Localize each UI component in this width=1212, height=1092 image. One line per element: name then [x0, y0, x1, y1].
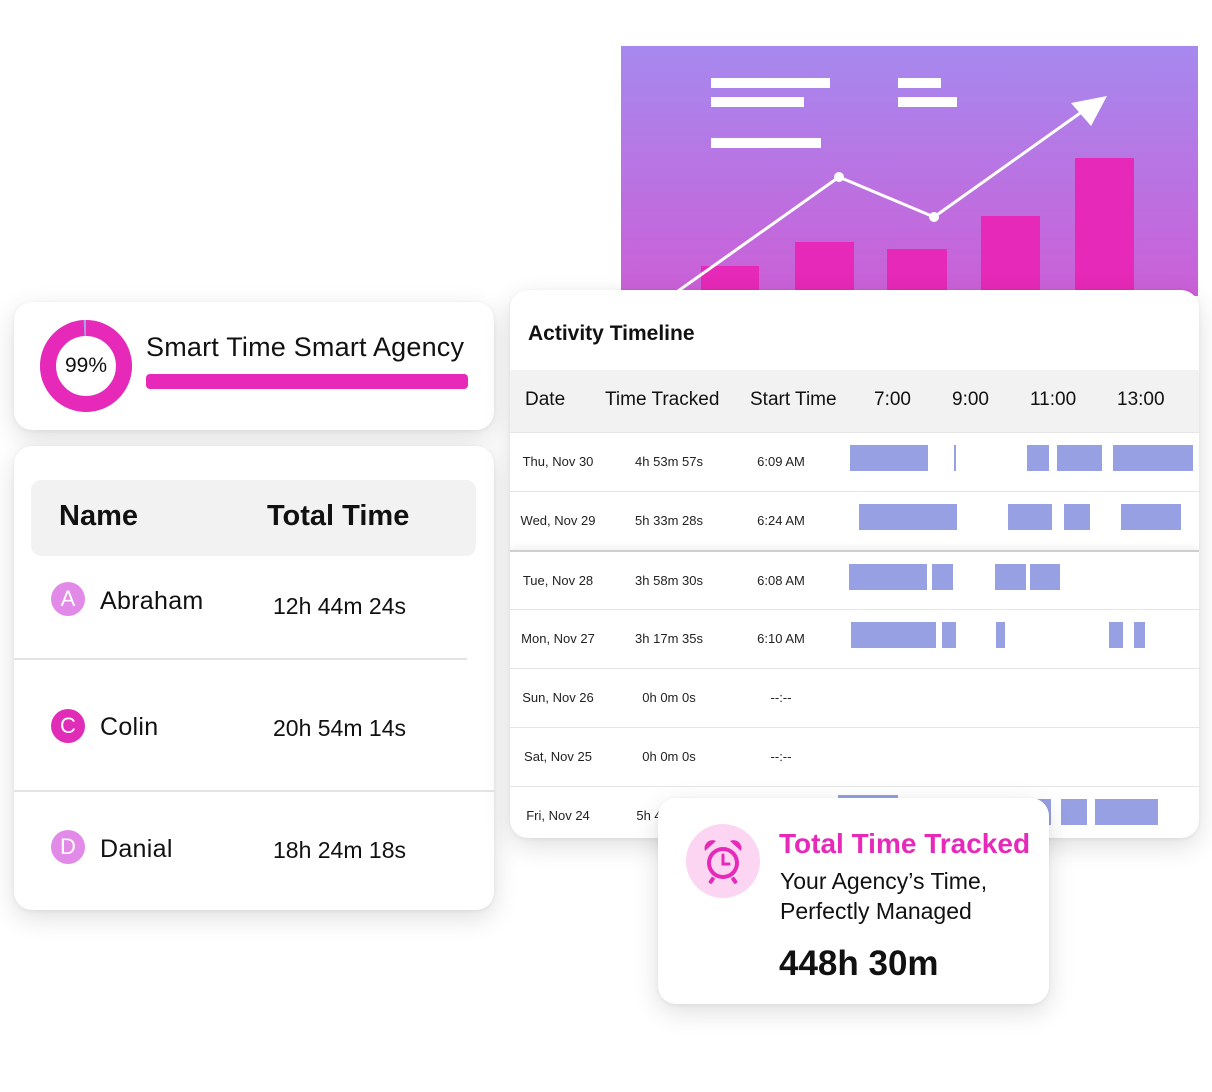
row-start-time: --:--	[770, 749, 792, 764]
activity-segment	[1095, 799, 1158, 825]
hero-bar	[981, 216, 1040, 296]
row-date: Sat, Nov 25	[524, 749, 592, 764]
total-time-column-header: Total Time	[267, 500, 410, 532]
progress-percent: 99%	[64, 354, 108, 377]
team-time-card: Name Total Time A Abraham 12h 44m 24s C …	[14, 446, 494, 910]
row-start-time: 6:09 AM	[757, 454, 805, 469]
activity-segment	[851, 622, 936, 648]
activity-segment	[838, 795, 898, 799]
start-time-column-header: Start Time	[750, 389, 837, 410]
row-divider	[14, 658, 467, 660]
row-time-tracked: 3h 58m 30s	[635, 573, 703, 588]
activity-segment	[1061, 799, 1087, 825]
date-column-header: Date	[525, 389, 566, 410]
row-start-time: --:--	[770, 690, 792, 705]
timeline-title: Activity Timeline	[528, 322, 695, 345]
row-start-time: 6:10 AM	[757, 631, 805, 646]
hour-label: 11:00	[1030, 389, 1077, 410]
row-time-tracked: 3h 17m 35s	[635, 631, 703, 646]
activity-timeline-card: Activity Timeline Date Time Tracked Star…	[510, 290, 1199, 838]
alarm-clock-icon	[686, 824, 760, 898]
row-date: Sun, Nov 26	[522, 690, 594, 705]
agency-title: Smart Time Smart Agency	[146, 332, 465, 362]
total-time-tagline: Perfectly Managed	[780, 898, 972, 924]
timeline-row[interactable]: Sat, Nov 25 0h 0m 0s --:--	[510, 727, 1199, 786]
member-name: Colin	[100, 713, 159, 741]
hour-label: 13:00	[1117, 389, 1165, 410]
total-time-heading: Total Time Tracked	[779, 828, 1031, 859]
activity-segment	[1008, 504, 1052, 530]
activity-segment	[1057, 445, 1102, 471]
row-time-tracked: 0h 0m 0s	[642, 749, 696, 764]
activity-segment	[954, 445, 956, 471]
hour-label: 9:00	[952, 389, 989, 410]
hero-text-line	[711, 78, 830, 88]
avatar: D	[51, 830, 85, 864]
timeline-row[interactable]: Thu, Nov 30 4h 53m 57s 6:09 AM	[510, 432, 1199, 491]
row-date: Mon, Nov 27	[521, 631, 595, 646]
timeline-header: Date Time Tracked Start Time 7:00 9:00 1…	[510, 370, 1199, 432]
row-time-tracked: 0h 0m 0s	[642, 690, 696, 705]
member-name: Danial	[100, 835, 173, 863]
timeline-row[interactable]: Wed, Nov 29 5h 33m 28s 6:24 AM	[510, 491, 1199, 550]
row-date: Wed, Nov 29	[520, 513, 596, 528]
agency-summary-card: 99% Smart Time Smart Agency	[14, 302, 494, 430]
name-column-header: Name	[59, 500, 138, 532]
agency-progress-bar	[146, 374, 468, 389]
team-table-header: Name Total Time	[31, 480, 476, 556]
timeline-row[interactable]: Mon, Nov 27 3h 17m 35s 6:10 AM	[510, 609, 1199, 668]
activity-segment	[995, 564, 1026, 590]
activity-segment	[859, 504, 957, 530]
timeline-row[interactable]: Sun, Nov 26 0h 0m 0s --:--	[510, 668, 1199, 727]
hero-text-line	[898, 97, 957, 107]
arrow-head-icon	[1071, 96, 1107, 126]
hero-text-line	[898, 78, 941, 88]
activity-segment	[932, 564, 953, 590]
hero-bar	[1075, 158, 1134, 296]
total-time-value: 448h 30m	[779, 944, 939, 983]
activity-segment	[1030, 564, 1060, 590]
hero-chart-illustration	[621, 46, 1198, 296]
avatar: C	[51, 709, 85, 743]
hero-text-line	[711, 97, 804, 107]
hero-trend-line	[670, 109, 1084, 296]
activity-segment	[942, 622, 956, 648]
activity-segment	[996, 622, 1005, 648]
activity-segment	[849, 564, 927, 590]
activity-segment	[1027, 445, 1049, 471]
row-time-tracked: 5h 33m 28s	[635, 513, 703, 528]
member-total-time: 18h 24m 18s	[273, 837, 406, 863]
total-time-tagline: Your Agency’s Time,	[780, 868, 988, 894]
total-time-card: Total Time Tracked Your Agency’s Time, P…	[658, 798, 1049, 1004]
activity-segment	[850, 445, 928, 471]
activity-segment	[1109, 622, 1123, 648]
progress-ring	[40, 320, 132, 412]
row-start-time: 6:08 AM	[757, 573, 805, 588]
team-row[interactable]: A Abraham 12h 44m 24s	[14, 558, 494, 690]
team-row[interactable]: D Danial 18h 24m 18s	[14, 792, 494, 924]
row-date: Tue, Nov 28	[522, 573, 594, 588]
activity-segment	[1064, 504, 1090, 530]
hour-label: 7:00	[874, 389, 911, 410]
activity-segment	[1134, 622, 1145, 648]
row-start-time: 6:24 AM	[757, 513, 805, 528]
activity-segment	[1113, 445, 1193, 471]
row-time-tracked: 4h 53m 57s	[635, 454, 703, 469]
row-date: Thu, Nov 30	[522, 454, 594, 469]
team-row[interactable]: C Colin 20h 54m 14s	[14, 660, 494, 792]
growth-chart-graphic	[621, 46, 1198, 296]
row-divider	[14, 790, 494, 792]
member-total-time: 20h 54m 14s	[273, 715, 406, 741]
timeline-row[interactable]: Tue, Nov 28 3h 58m 30s 6:08 AM	[510, 550, 1199, 609]
avatar: A	[51, 582, 85, 616]
hero-bar	[795, 242, 854, 296]
member-total-time: 12h 44m 24s	[273, 593, 406, 619]
row-date: Fri, Nov 24	[526, 808, 590, 823]
row-time-tracked: 5h 4	[636, 808, 662, 823]
time-tracked-column-header: Time Tracked	[605, 389, 720, 410]
hero-bar	[887, 249, 947, 296]
member-name: Abraham	[100, 587, 204, 615]
hero-text-line	[711, 138, 821, 148]
activity-segment	[1121, 504, 1181, 530]
